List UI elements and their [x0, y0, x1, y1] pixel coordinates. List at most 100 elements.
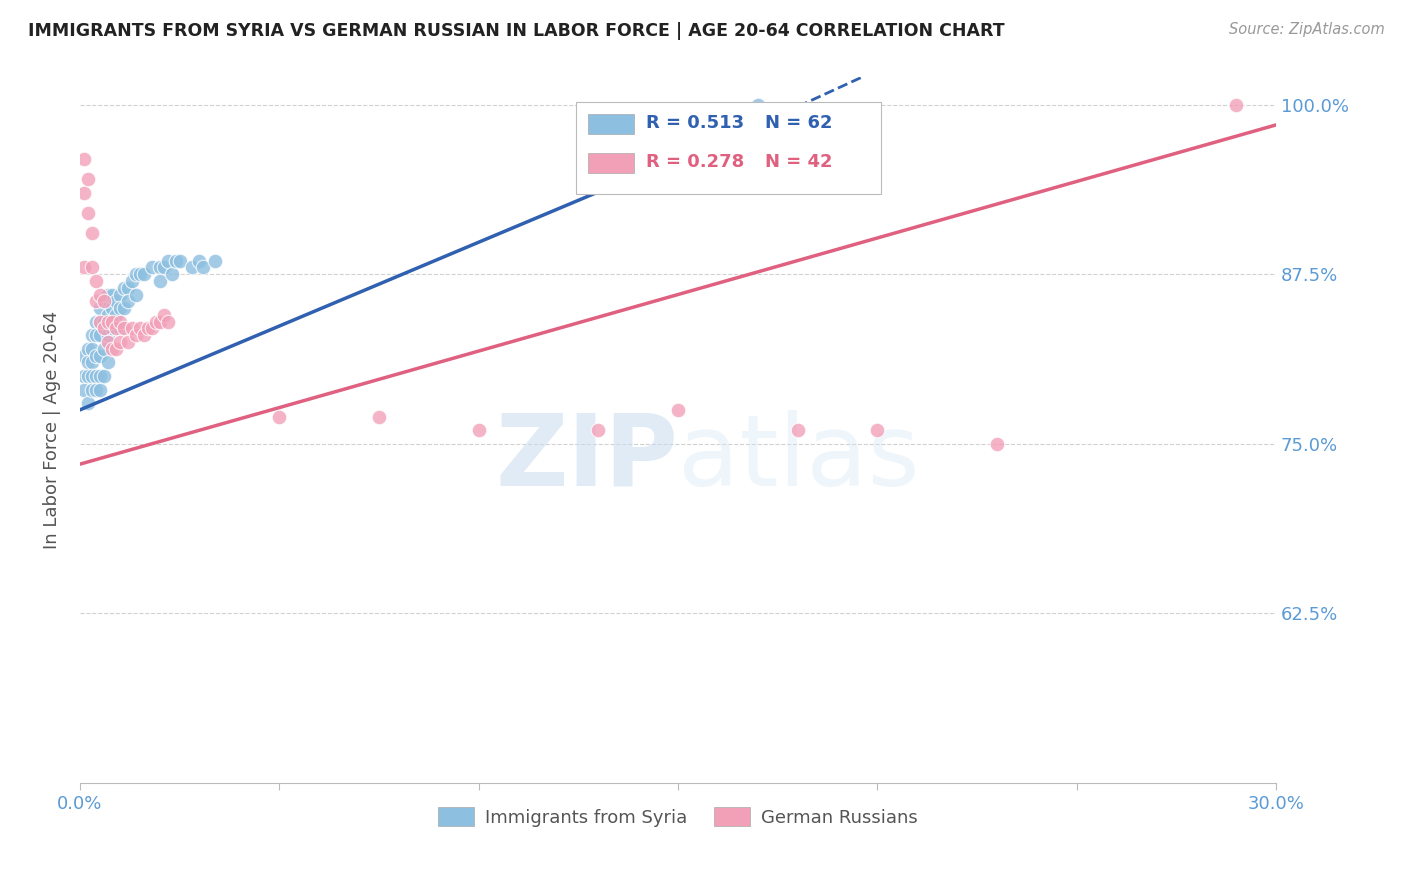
Text: N = 42: N = 42 — [765, 153, 832, 171]
Point — [84, 383, 107, 397]
Point — [128, 267, 150, 281]
Point — [89, 383, 111, 397]
Point — [93, 342, 115, 356]
Point — [100, 287, 122, 301]
Point — [76, 355, 98, 369]
Point — [165, 253, 187, 268]
Point — [76, 396, 98, 410]
Point — [367, 409, 389, 424]
Point — [747, 97, 769, 112]
Point — [149, 315, 172, 329]
Point — [100, 301, 122, 315]
Text: R = 0.278: R = 0.278 — [645, 153, 744, 171]
Point — [84, 315, 107, 329]
Point — [89, 328, 111, 343]
Point — [104, 294, 127, 309]
Point — [89, 301, 111, 315]
Point — [125, 287, 148, 301]
Point — [586, 423, 609, 437]
Point — [76, 172, 98, 186]
Point — [145, 315, 167, 329]
Point — [193, 260, 215, 275]
Point — [97, 334, 120, 349]
Point — [156, 315, 179, 329]
Point — [132, 267, 155, 281]
Point — [89, 349, 111, 363]
Text: atlas: atlas — [678, 410, 920, 507]
Point — [93, 321, 115, 335]
Point — [467, 423, 489, 437]
Point — [84, 349, 107, 363]
Point — [93, 368, 115, 383]
Point — [125, 328, 148, 343]
Point — [76, 206, 98, 220]
Text: R = 0.513: R = 0.513 — [645, 114, 744, 132]
Point — [100, 315, 122, 329]
Point — [121, 321, 143, 335]
Text: IMMIGRANTS FROM SYRIA VS GERMAN RUSSIAN IN LABOR FORCE | AGE 20-64 CORRELATION C: IMMIGRANTS FROM SYRIA VS GERMAN RUSSIAN … — [28, 22, 1005, 40]
Text: N = 62: N = 62 — [765, 114, 832, 132]
Point — [866, 423, 889, 437]
Point — [89, 315, 111, 329]
Point — [97, 355, 120, 369]
Point — [128, 321, 150, 335]
Point — [84, 328, 107, 343]
Point — [586, 138, 609, 153]
Point — [160, 267, 183, 281]
Point — [76, 368, 98, 383]
Point — [666, 403, 689, 417]
Point — [1225, 97, 1247, 112]
Point — [149, 260, 172, 275]
Point — [97, 328, 120, 343]
Point — [786, 423, 808, 437]
Point — [180, 260, 202, 275]
Point — [100, 321, 122, 335]
Y-axis label: In Labor Force | Age 20-64: In Labor Force | Age 20-64 — [44, 311, 60, 549]
Point — [73, 186, 96, 200]
Point — [136, 321, 159, 335]
Point — [97, 287, 120, 301]
Point — [108, 321, 131, 335]
Point — [73, 383, 96, 397]
Point — [188, 253, 211, 268]
Point — [80, 368, 103, 383]
Point — [76, 342, 98, 356]
Bar — [588, 114, 634, 134]
Point — [156, 253, 179, 268]
Point — [125, 267, 148, 281]
Point — [132, 328, 155, 343]
Point — [80, 328, 103, 343]
Point — [80, 260, 103, 275]
Point — [97, 308, 120, 322]
Point — [97, 315, 120, 329]
Point — [108, 315, 131, 329]
Point — [152, 260, 174, 275]
Point — [986, 437, 1008, 451]
Point — [112, 281, 135, 295]
Point — [80, 227, 103, 241]
Point — [117, 281, 139, 295]
Point — [93, 294, 115, 309]
Point — [121, 274, 143, 288]
Point — [80, 355, 103, 369]
FancyBboxPatch shape — [576, 103, 882, 194]
Point — [84, 274, 107, 288]
Point — [149, 274, 172, 288]
Point — [80, 342, 103, 356]
Point — [104, 308, 127, 322]
Point — [89, 315, 111, 329]
Point — [104, 321, 127, 335]
Point — [73, 152, 96, 166]
Point — [89, 368, 111, 383]
Text: Source: ZipAtlas.com: Source: ZipAtlas.com — [1229, 22, 1385, 37]
Point — [108, 334, 131, 349]
Text: ZIP: ZIP — [495, 410, 678, 507]
Point — [80, 383, 103, 397]
Point — [93, 315, 115, 329]
Point — [117, 294, 139, 309]
Point — [169, 253, 191, 268]
Point — [204, 253, 226, 268]
Point — [141, 321, 163, 335]
Legend: Immigrants from Syria, German Russians: Immigrants from Syria, German Russians — [430, 800, 925, 834]
Point — [141, 260, 163, 275]
